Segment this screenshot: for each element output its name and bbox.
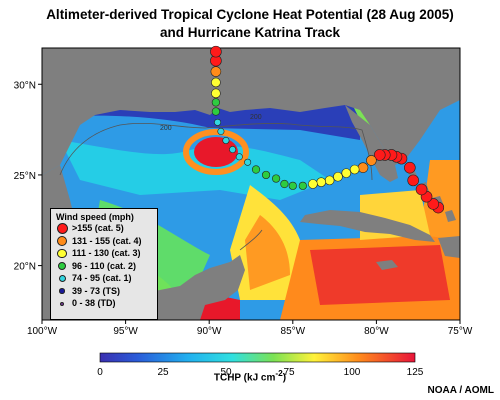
track-point <box>298 181 307 190</box>
legend-swatch <box>58 275 66 282</box>
colorbar-label-text: TCHP (kJ cm <box>213 372 276 384</box>
track-point <box>404 161 416 174</box>
x-tick-label: 90°W <box>197 326 222 337</box>
legend-label: 0 - 38 (TD) <box>72 298 116 308</box>
track-point <box>427 198 440 210</box>
track-point <box>210 45 222 58</box>
x-tick-label: 80°W <box>364 326 389 337</box>
track-point <box>217 127 225 135</box>
tchp-field <box>42 48 460 320</box>
legend-item: >155 (cat. 5) <box>51 222 157 235</box>
x-tick-label: 85°W <box>281 326 306 337</box>
hurricane-track <box>210 45 445 214</box>
contour-label: 200 <box>250 114 262 121</box>
legend-item: 111 - 130 (cat. 3) <box>51 247 157 260</box>
map-frame <box>41 47 461 321</box>
track-point <box>211 107 220 116</box>
colorbar-label: TCHP (kJ cm-2) <box>0 368 500 383</box>
legend-item: 131 - 155 (cat. 4) <box>51 235 157 248</box>
colorbar-label-sup: -2 <box>275 368 283 378</box>
legend-label: 111 - 130 (cat. 3) <box>72 248 141 258</box>
wind-speed-legend: Wind speed (mph) >155 (cat. 5) 131 - 155 … <box>50 208 158 320</box>
x-tick-label: 75°W <box>448 326 473 337</box>
track-point <box>210 66 222 77</box>
track-point <box>211 77 221 88</box>
track-point <box>357 162 369 173</box>
credit-text: NOAA / AOML <box>427 385 494 396</box>
track-point <box>366 155 377 166</box>
legend-item: 0 - 38 (TD) <box>51 297 157 310</box>
track-point <box>415 183 428 196</box>
track-point <box>214 118 222 126</box>
colorbar-tick-label: 50 <box>220 367 232 378</box>
colorbar-tick-label: 100 <box>344 367 361 378</box>
track-point <box>211 98 220 107</box>
legend-item: 74 - 95 (cat. 1) <box>51 272 157 285</box>
track-point <box>407 174 419 187</box>
track-point <box>251 165 261 174</box>
y-tick-label: 20°N <box>14 262 36 273</box>
map-subtitle: and Hurricane Katrina Track <box>159 25 341 40</box>
legend-label: 96 - 110 (cat. 2) <box>72 260 137 271</box>
map-title: Altimeter-derived Tropical Cyclone Heat … <box>46 7 454 22</box>
y-tick-label: 30°N <box>14 80 36 91</box>
track-point <box>308 179 318 189</box>
legend-swatch <box>59 288 65 294</box>
legend-swatch <box>57 248 67 259</box>
track-point <box>235 153 243 161</box>
colorbar-tick-label: 0 <box>97 367 103 378</box>
track-point <box>288 181 297 190</box>
legend-swatch <box>60 301 64 306</box>
track-point <box>316 177 327 187</box>
track-point <box>229 146 237 154</box>
legend-label: 39 - 73 (TS) <box>72 285 121 296</box>
legend-item: 96 - 110 (cat. 2) <box>51 260 157 273</box>
track-point <box>271 174 281 183</box>
legend-swatch <box>56 223 68 234</box>
track-point <box>349 164 360 175</box>
track-point <box>341 168 352 178</box>
colorbar-ticks: 0 25 50 75 100 125 <box>97 367 424 378</box>
colorbar-tick-label: 75 <box>283 367 295 378</box>
track-point <box>333 171 343 182</box>
legend-label: 131 - 155 (cat. 4) <box>72 235 142 246</box>
colorbar-label-end: ) <box>282 372 287 384</box>
legend-swatch <box>58 262 66 270</box>
track-point <box>373 149 386 161</box>
legend-item: 39 - 73 (TS) <box>51 285 157 298</box>
legend-swatch <box>57 236 67 246</box>
axis-ticks: 100°W 95°W 90°W 85°W 80°W 75°W 20°N 25°N 30°N <box>14 80 473 337</box>
colorbar-tick-label: 25 <box>157 367 169 378</box>
track-point <box>222 136 230 144</box>
track-point <box>211 88 221 99</box>
track-point <box>280 179 289 189</box>
colorbar <box>99 352 416 363</box>
legend-label: >155 (cat. 5) <box>72 223 124 233</box>
legend-title: Wind speed (mph) <box>56 212 134 222</box>
track-point <box>324 175 335 186</box>
track-point <box>261 170 271 180</box>
contour-label: 200 <box>160 125 172 132</box>
y-tick-label: 25°N <box>14 171 36 182</box>
track-point <box>244 158 252 166</box>
legend-label: 74 - 95 (cat. 1) <box>72 273 132 283</box>
x-tick-label: 100°W <box>27 326 58 337</box>
colorbar-tick-label: 125 <box>407 367 424 378</box>
x-tick-label: 95°W <box>113 326 138 337</box>
